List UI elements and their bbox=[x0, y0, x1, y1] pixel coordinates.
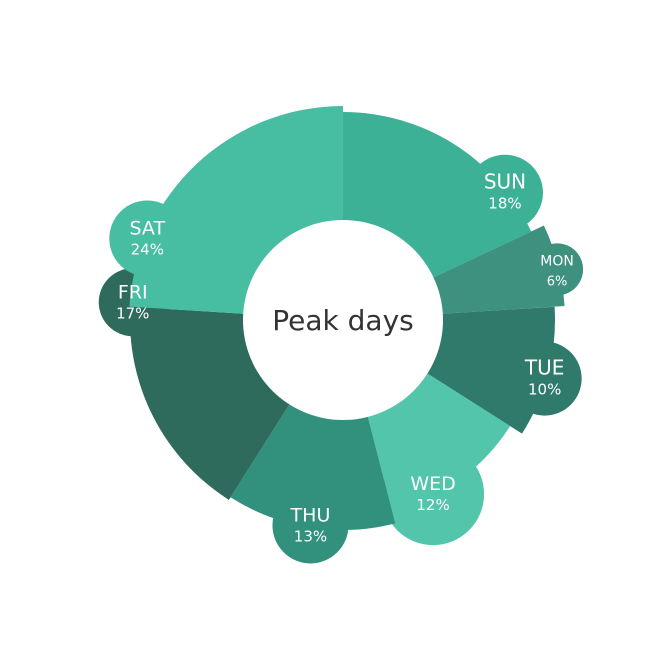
segment-value-label: 24% bbox=[131, 241, 164, 259]
segment-value-label: 17% bbox=[116, 304, 149, 322]
donut-segment-tue bbox=[425, 306, 555, 434]
segment-value-label: 18% bbox=[488, 195, 521, 213]
segment-name-label: SAT bbox=[130, 218, 166, 240]
donut-segment-sat bbox=[129, 106, 343, 314]
segment-name-label: TUE bbox=[524, 356, 565, 380]
segment-value-label: 13% bbox=[294, 527, 327, 545]
donut-segments bbox=[129, 106, 565, 531]
donut-segment-wed bbox=[367, 372, 511, 512]
segment-value-label: 6% bbox=[547, 274, 568, 289]
donut-segment-sun bbox=[343, 112, 532, 279]
segment-name-label: FRI bbox=[118, 281, 148, 303]
donut-segment-thu bbox=[230, 402, 396, 531]
donut-hole bbox=[243, 220, 443, 420]
donut-segment-mon bbox=[431, 225, 565, 314]
segment-value-label: 10% bbox=[528, 381, 561, 399]
segment-value-label: 12% bbox=[416, 496, 449, 514]
segment-name-label: SUN bbox=[484, 170, 526, 194]
segment-name-label: MON bbox=[540, 253, 574, 269]
segment-name-label: THU bbox=[290, 504, 331, 526]
chart-title: Peak days bbox=[272, 304, 413, 337]
segment-name-label: WED bbox=[410, 473, 455, 495]
